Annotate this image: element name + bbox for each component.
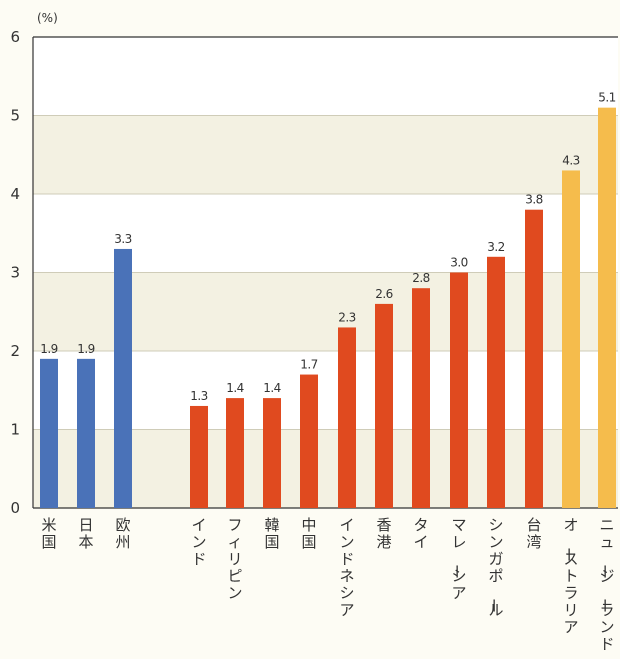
value-labels: 1.9 1.9 3.3 1.3 1.4 1.4 1.7 2.3 2.6 2.8 3.0 3.2 3.8 4…: [40, 91, 616, 403]
category-label: インド: [191, 516, 206, 568]
y-tick-label: 5: [10, 107, 20, 125]
bar: [487, 256, 505, 508]
value-label: 1.4: [226, 381, 244, 395]
bar: [114, 248, 132, 508]
y-tick-label: 3: [10, 264, 20, 282]
category-label: 香港: [376, 516, 391, 551]
bar: [450, 272, 468, 508]
grid-band: [33, 115, 618, 194]
value-label: 2.8: [412, 271, 430, 285]
y-tick-label: 1: [10, 421, 20, 439]
value-label: 4.3: [562, 153, 580, 167]
value-label: 1.7: [300, 358, 318, 372]
y-tick-labels: 0 1 2 3 4 5 6: [10, 28, 20, 517]
category-label: 米国: [41, 516, 56, 551]
value-label: 1.3: [190, 389, 208, 403]
category-label: 日本: [78, 516, 93, 551]
value-label: 1.9: [40, 342, 58, 356]
bar: [338, 327, 356, 508]
bar: [412, 288, 430, 508]
value-label: 1.9: [77, 342, 95, 356]
category-label: マレーシア: [447, 516, 466, 602]
value-label: 2.3: [338, 310, 356, 324]
bar: [598, 107, 616, 509]
value-label: 3.8: [525, 193, 543, 207]
category-label: フィリピン: [227, 516, 242, 602]
category-label: タイ: [413, 516, 428, 551]
category-label: オーストラリア: [559, 516, 578, 636]
bar: [226, 398, 244, 508]
bar: [562, 170, 580, 508]
value-label: 1.4: [263, 381, 281, 395]
y-tick-label: 0: [10, 499, 20, 517]
category-label: ニュージーランド: [595, 516, 614, 653]
bar: [375, 303, 393, 508]
category-label: 台湾: [526, 516, 541, 551]
y-tick-label: 6: [10, 28, 20, 46]
y-unit-label: (%): [37, 11, 58, 25]
bar: [263, 398, 281, 508]
value-label: 3.2: [487, 240, 505, 254]
category-label: シンガポール: [484, 516, 503, 619]
value-label: 3.3: [114, 232, 132, 246]
bar: [190, 405, 208, 508]
bar: [77, 358, 95, 508]
plot-background: [33, 37, 618, 508]
y-tick-label: 4: [10, 185, 20, 203]
value-label: 3.0: [450, 256, 468, 270]
category-label: 中国: [301, 516, 316, 551]
y-tick-label: 2: [10, 342, 20, 360]
bar: [525, 209, 543, 508]
value-label: 5.1: [598, 91, 616, 105]
grid-band: [33, 37, 618, 116]
category-label: 韓国: [264, 516, 279, 551]
category-label: 欧州: [115, 516, 130, 551]
bars: [40, 107, 616, 509]
bar: [40, 358, 58, 508]
bar: [300, 374, 318, 508]
value-label: 2.6: [375, 287, 393, 301]
category-label: インドネシア: [339, 516, 354, 619]
